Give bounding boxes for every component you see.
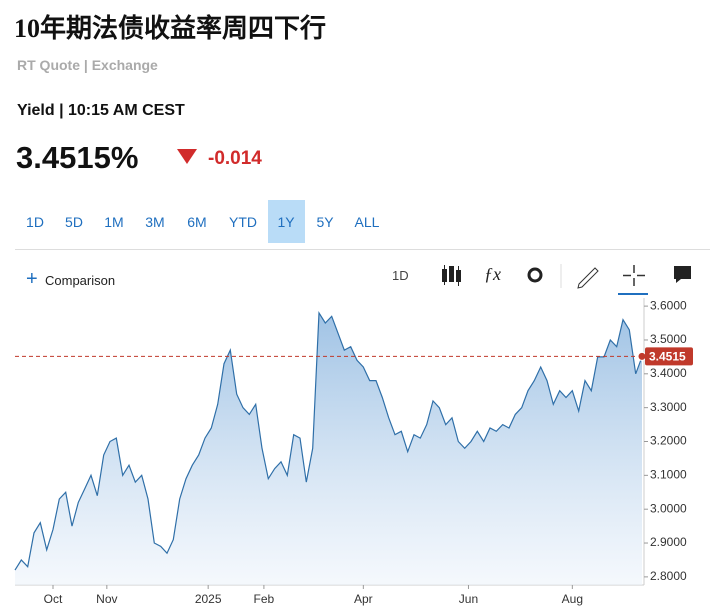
y-tick-label: 3.0000 xyxy=(650,501,687,515)
range-button[interactable]: 1M xyxy=(104,214,124,230)
x-tick-label: Aug xyxy=(562,592,583,606)
y-tick-label: 3.5000 xyxy=(650,332,687,346)
draw-icon[interactable] xyxy=(577,267,599,289)
plus-icon[interactable]: + xyxy=(26,268,38,290)
range-button[interactable]: 5D xyxy=(65,214,83,230)
x-tick-label: Nov xyxy=(96,592,117,606)
settings-icon[interactable] xyxy=(527,267,543,283)
interval[interactable]: 1D xyxy=(392,268,409,283)
toolbar-icons: ƒx xyxy=(442,264,691,295)
range-button[interactable]: 5Y xyxy=(316,214,334,230)
y-tick-label: 3.2000 xyxy=(650,434,687,448)
down-arrow xyxy=(177,149,197,164)
y-tick-label: 3.1000 xyxy=(650,468,687,482)
y-tick-label: 3.3000 xyxy=(650,400,687,414)
price: 3.4515% xyxy=(16,140,139,175)
crosshair-icon[interactable] xyxy=(623,265,645,286)
range-button[interactable]: 3M xyxy=(145,214,165,230)
subtitle: Yield | 10:15 AM CEST xyxy=(17,102,185,119)
range-button[interactable]: 1Y xyxy=(277,214,295,230)
y-tick-label: 3.6000 xyxy=(650,298,687,312)
change: -0.014 xyxy=(208,148,262,169)
last-value-label: 3.4515 xyxy=(649,350,686,364)
y-tick-label: 2.8000 xyxy=(650,569,687,583)
source: RT Quote | Exchange xyxy=(17,57,158,73)
active-underline xyxy=(618,293,648,295)
x-tick-label: Oct xyxy=(44,592,63,606)
line xyxy=(14,310,643,571)
x-tick-label: 2025 xyxy=(195,592,222,606)
range-button[interactable]: ALL xyxy=(354,214,380,230)
last-value-dot xyxy=(637,351,647,361)
divider xyxy=(15,249,710,250)
formula-icon[interactable]: ƒx xyxy=(484,264,501,284)
headline: 10年期法债收益率周四下行 xyxy=(14,14,327,43)
range-active-bg xyxy=(268,200,305,243)
comparison[interactable]: Comparison xyxy=(45,273,116,288)
x-tick-label: Jun xyxy=(459,592,478,606)
candle-icon[interactable] xyxy=(442,265,461,286)
last-value-box xyxy=(645,347,693,366)
x-tick-label: Apr xyxy=(354,592,373,606)
y-tick-label: 3.4000 xyxy=(650,366,687,380)
x-tick-label: Feb xyxy=(254,592,275,606)
y-tick-label: 2.9000 xyxy=(650,535,687,549)
area-fill xyxy=(15,312,642,585)
range-button[interactable]: YTD xyxy=(229,214,257,230)
comment-icon[interactable] xyxy=(674,266,691,283)
range-button[interactable]: 1D xyxy=(26,214,44,230)
range-button[interactable]: 6M xyxy=(187,214,207,230)
